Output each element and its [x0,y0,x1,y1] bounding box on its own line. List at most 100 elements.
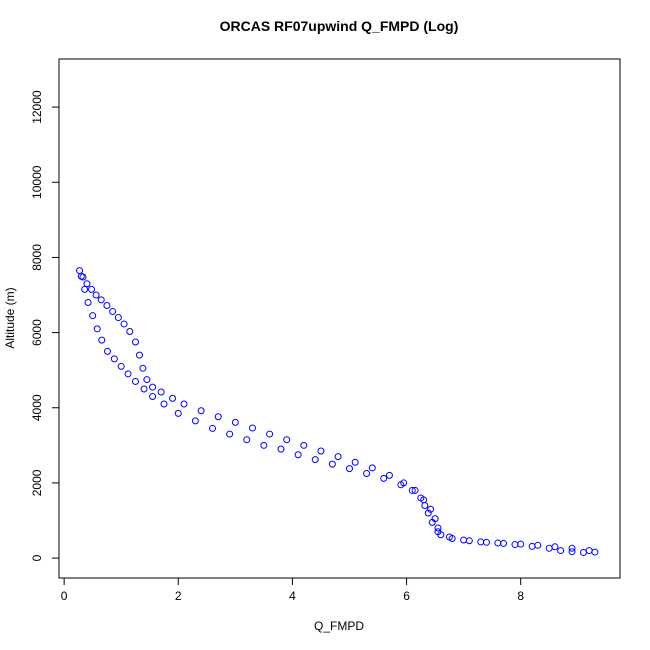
x-tick-label: 0 [61,589,68,603]
point [77,272,85,280]
point [149,392,157,400]
point [109,308,117,316]
point [477,538,485,546]
point [482,538,490,546]
point [363,470,371,478]
point [427,505,435,513]
point [126,327,134,335]
point [417,494,425,502]
y-axis-label: Altitude (m) [3,287,17,348]
point [191,417,199,425]
point [494,539,502,547]
point [411,486,419,494]
point [380,474,388,482]
point [84,299,92,307]
point [114,314,122,322]
point [214,413,222,421]
point [92,291,100,299]
y-tick-label: 10000 [30,165,44,199]
point [131,377,139,385]
point [465,537,473,545]
y-tick-label: 0 [30,554,44,561]
point [534,541,542,549]
point [97,296,105,304]
point [139,364,147,372]
point [511,541,519,549]
point [140,385,148,393]
point [93,325,101,333]
point [434,524,442,532]
point [104,347,112,355]
point [135,351,143,359]
point [328,460,336,468]
point [143,376,151,384]
point [424,509,432,517]
point [568,544,576,552]
point [149,383,157,391]
point [545,544,553,552]
point [528,542,536,550]
point [180,400,188,408]
point [551,543,559,551]
point [445,533,453,541]
point [500,539,508,547]
x-tick-label: 2 [175,589,182,603]
y-tick-label: 8000 [30,244,44,271]
point [385,471,393,479]
y-tick-label: 12000 [30,90,44,124]
y-tick-label: 6000 [30,319,44,346]
x-tick-label: 6 [403,589,410,603]
y-tick-label: 4000 [30,394,44,421]
point [460,536,468,544]
point [103,302,111,310]
point [131,338,139,346]
point [428,518,436,526]
point [226,430,234,438]
point [98,336,106,344]
x-tick-label: 8 [517,589,524,603]
y-tick-label: 2000 [30,469,44,496]
point [434,528,442,536]
point [169,394,177,402]
point [120,320,128,328]
point [209,424,217,432]
point [517,540,525,548]
x-tick-label: 4 [289,589,296,603]
point [345,465,353,473]
point [277,445,285,453]
point [397,481,405,489]
point [174,409,182,417]
point [76,267,84,275]
point [408,486,416,494]
point [243,436,251,444]
point [83,280,91,288]
point [248,424,256,432]
point [88,285,96,293]
point [89,312,97,320]
point [124,370,132,378]
point [81,285,89,293]
point [585,547,593,555]
point [351,458,359,466]
chart-title: ORCAS RF07upwind Q_FMPD (Log) [220,18,459,34]
point [157,388,165,396]
x-axis-label: Q_FMPD [314,619,364,633]
point [197,407,205,415]
point [110,355,118,363]
point [300,441,308,449]
point [557,547,565,555]
point [260,441,268,449]
point [294,451,302,459]
point [334,453,342,461]
point [591,548,599,556]
point [579,548,587,556]
point [231,418,239,426]
point [311,456,319,464]
point [117,362,125,370]
point [568,548,576,556]
point [160,400,168,408]
point [317,447,325,455]
plot-frame [58,58,621,579]
point [368,464,376,472]
